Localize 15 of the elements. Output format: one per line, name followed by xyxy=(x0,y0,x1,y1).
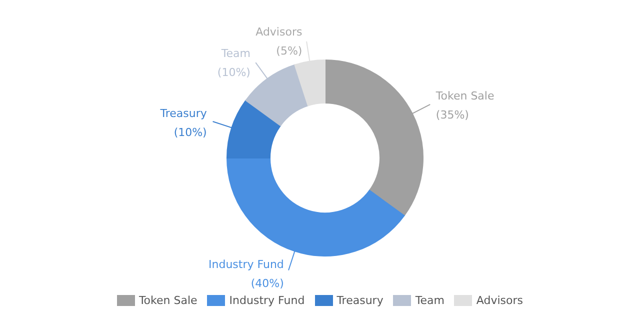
data-label: (10%) xyxy=(174,126,207,139)
data-label: (35%) xyxy=(436,108,469,122)
legend-label: Industry Fund xyxy=(228,294,305,307)
data-label: (40%) xyxy=(250,277,284,290)
slice-label: Token Sale xyxy=(434,90,494,103)
slice-label: Team xyxy=(220,46,250,60)
legend-label: Advisors xyxy=(475,294,524,307)
slice-label: Treasury xyxy=(159,106,208,120)
legend-label: Treasury xyxy=(336,294,384,307)
legend-label: Team xyxy=(414,294,444,307)
legend-label: Token Sale xyxy=(138,294,198,307)
slice-label: Advisors xyxy=(256,25,302,38)
data-label: (5%) xyxy=(276,44,302,58)
slice-label: Industry Fund xyxy=(208,258,284,272)
data-label: (10%) xyxy=(217,66,250,79)
